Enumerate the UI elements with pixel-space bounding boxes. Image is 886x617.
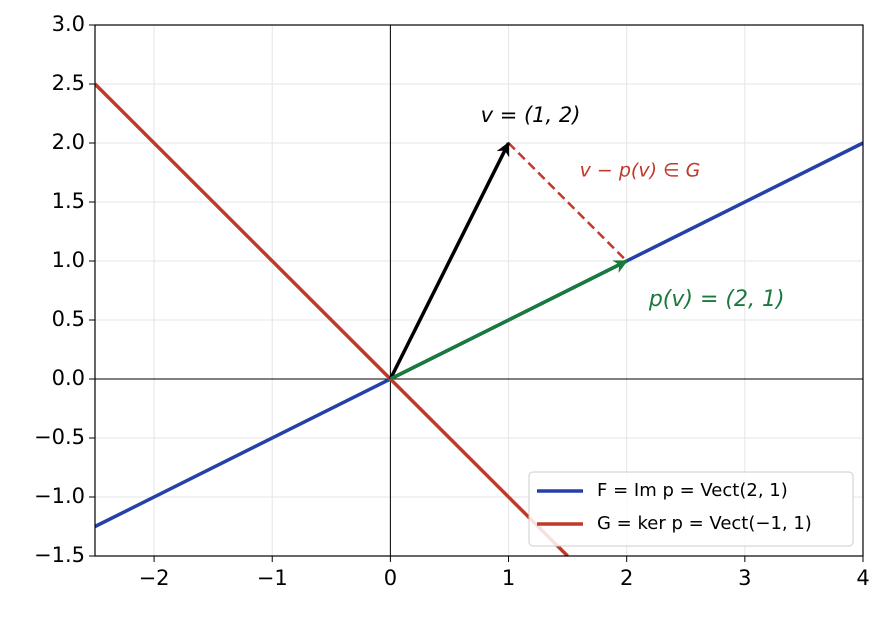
y-tick-label: 0.0 (52, 366, 85, 390)
x-tick-label: −2 (139, 566, 170, 590)
legend-box (528, 471, 854, 547)
x-tick-label: 3 (738, 566, 751, 590)
y-tick-label: 1.5 (52, 189, 85, 213)
annotation: p(v) = (2, 1) (648, 287, 785, 312)
series-line (95, 82, 569, 556)
legend-label: G = ker p = Vect(−1, 1) (597, 513, 812, 534)
y-tick-label: 1.0 (52, 248, 85, 272)
legend-label: F = Im p = Vect(2, 1) (597, 480, 788, 501)
y-tick-label: −1.5 (34, 543, 85, 567)
y-tick-label: −0.5 (34, 425, 85, 449)
plot-area (95, 25, 863, 556)
x-tick-label: 0 (384, 566, 397, 590)
x-tick-label: 4 (856, 566, 869, 590)
x-tick-label: 1 (502, 566, 515, 590)
x-tick-label: −1 (257, 566, 288, 590)
plot-frame (94, 24, 864, 557)
annotation: v − p(v) ∈ G (580, 160, 701, 182)
y-tick-label: −1.0 (34, 484, 85, 508)
y-tick-label: 2.0 (52, 130, 85, 154)
y-tick-label: 0.5 (52, 307, 85, 331)
x-tick-label: 2 (620, 566, 633, 590)
y-tick-label: 2.5 (52, 71, 85, 95)
vector-arrow (389, 259, 628, 381)
labels: −2 −1 0 1 2 3 4 −1.5 −1.0 −0.5 0.0 0.5 1.0 1.5 2.0 2.5 3… (34, 12, 870, 590)
annotation: v = (1, 2) (481, 103, 581, 127)
y-tick-label: 3.0 (52, 12, 85, 36)
vector-arrow (388, 141, 511, 380)
legend: F = Im p = Vect(2, 1) G = ker p = Vect(−1… (528, 471, 854, 547)
